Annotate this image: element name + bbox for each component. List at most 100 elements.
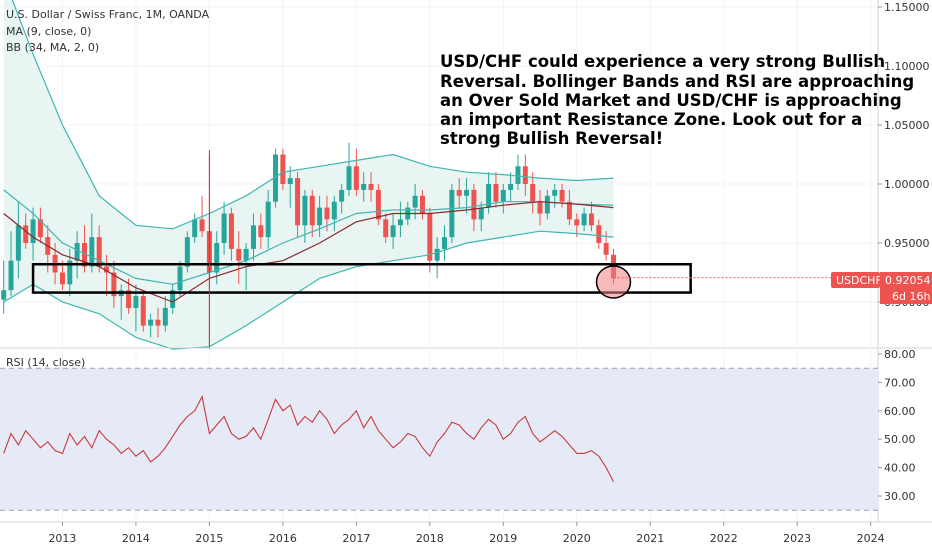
price-tick-label: 1.05000 [884,119,930,132]
annotation-line-2: Reversal. Bollinger Bands and RSI are ap… [440,72,914,91]
candle-body [228,213,234,249]
candle-body [478,207,484,220]
candle-body [397,219,403,226]
candle-body [375,189,381,220]
symbol-title: U.S. Dollar / Swiss Franc, 1M, OANDA [6,8,210,21]
bollinger-band-fill [3,0,614,350]
candle-body [192,219,198,238]
candle-body [309,195,315,226]
candle-body [155,319,161,326]
rsi-tick-label: 50.00 [884,433,916,446]
candle-body [184,237,190,267]
rsi-axis-ticks: 30.00 40.00 50.00 60.00 70.00 80.00 [878,348,916,503]
candle-body [331,201,337,220]
candle-body [67,260,73,285]
time-tick-label: 2023 [783,532,811,545]
candle-body [258,225,264,238]
candle-body [89,237,95,267]
rsi-tick-label: 70.00 [884,376,916,389]
candle-body [588,213,594,226]
candle-body [214,243,220,273]
candle-body [15,225,21,261]
price-tick-label: 1.15000 [884,1,930,14]
candle-body [493,184,499,202]
countdown-tag-bg [880,288,932,304]
candle-body [81,243,87,267]
candle-body [221,213,227,243]
highlight-circle[interactable] [595,265,632,299]
rsi-tick-label: 80.00 [884,348,916,361]
candle-body [353,166,359,190]
candle-body [434,248,440,261]
candle-body [508,184,514,190]
rsi-tick-label: 60.00 [884,405,916,418]
price-tag-text: 0.92054 [885,274,931,287]
candle-body [280,154,286,184]
candle-body [162,307,168,326]
bb-basis-line [3,189,614,285]
candle-body [140,296,146,326]
candle-body [148,319,154,326]
annotation-line-1: USD/CHF could experience a very strong B… [440,52,885,71]
price-tag[interactable]: USDCHF 0.92054 6d 16h [831,272,932,304]
annotation-line-5: strong Bullish Reversal! [440,129,663,148]
candle-body [500,189,506,202]
candle-body [566,201,572,220]
candle-body [133,296,139,308]
time-tick-label: 2018 [416,532,444,545]
price-tick-label: 0.95000 [884,237,930,250]
candle-body [250,225,256,249]
rsi-tick-label: 40.00 [884,462,916,475]
bb-lower-line [3,230,614,350]
candle-body [419,195,425,214]
candle-body [199,219,205,232]
candle-body [581,213,587,226]
symbol-tag-bg [831,272,880,288]
candle-body [368,184,374,190]
time-tick-label: 2020 [563,532,591,545]
candle-body [464,189,470,196]
candle-body [37,219,43,238]
candle-body [111,272,117,297]
candle-body [170,290,176,308]
candle-body [537,201,543,214]
candle-body [544,195,550,214]
candle-body [324,207,330,220]
candle-body [346,166,352,190]
candle-body [8,260,14,291]
candle-body [412,195,418,208]
candle-body [427,213,433,261]
candle-body [456,189,462,196]
candle-body [574,219,580,226]
price-tag-bg [880,272,932,288]
time-tick-label: 2019 [489,532,517,545]
candle-body [126,290,132,308]
candle-body [486,184,492,208]
candle-body [96,237,102,267]
symbol-tag-text: USDCHF [836,274,882,287]
candle-body [552,189,558,196]
time-tick-label: 2024 [857,532,885,545]
candle-body [273,154,279,202]
rsi-tick-label: 30.00 [884,490,916,503]
price-axis-ticks: 0.900000.950001.000001.050001.100001.150… [878,1,930,309]
resistance-zone-box[interactable] [31,262,692,294]
candle-body [104,266,110,273]
candle-body [559,189,565,202]
candle-body [339,189,345,202]
candle-body [515,166,521,184]
candle-body [1,290,7,300]
candle-body [390,225,396,238]
candle-body [383,219,389,238]
candle-body [265,201,271,238]
candle-body [317,207,323,226]
candle-body [361,184,367,190]
candle-body [530,184,536,202]
time-tick-label: 2013 [48,532,76,545]
time-axis-ticks: 2013 2014 2015 2016 2017 2018 2019 2020 2021 2022… [48,522,885,545]
time-tick-label: 2014 [122,532,150,545]
candle-body [442,237,448,249]
rsi-line [3,394,614,483]
bb-upper-line [11,0,614,230]
